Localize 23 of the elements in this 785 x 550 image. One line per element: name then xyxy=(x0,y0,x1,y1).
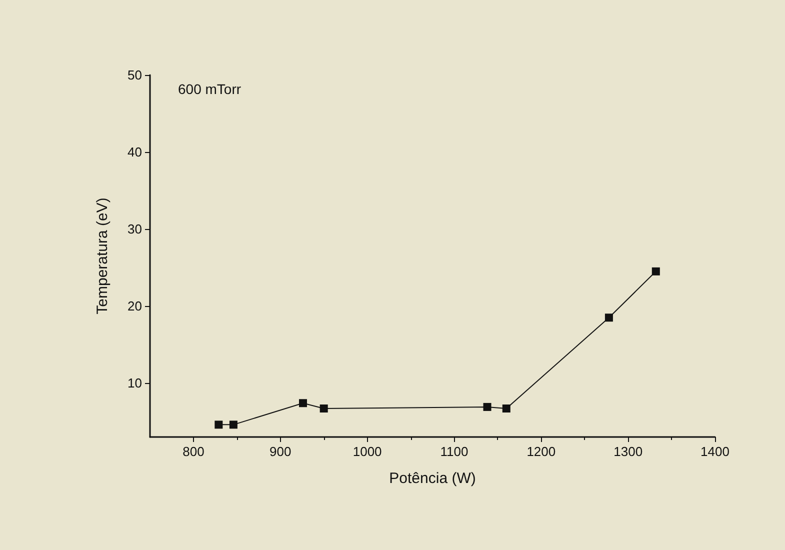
x-tick-label: 1000 xyxy=(352,444,382,459)
point xyxy=(502,404,510,412)
point xyxy=(604,314,613,322)
point xyxy=(483,402,492,411)
point xyxy=(229,420,238,429)
x-axis-title: Potência (W) xyxy=(389,470,476,487)
x-tick-label: 1100 xyxy=(440,444,468,459)
point xyxy=(298,399,307,408)
x-tick-label: 800 xyxy=(182,444,204,459)
x-tick-label: 900 xyxy=(270,444,292,459)
x-tick-label: 1200 xyxy=(526,444,556,459)
y-axis-title: Temperatura (eV) xyxy=(94,198,111,314)
x-tick-label: 1300 xyxy=(614,444,643,459)
y-tick-label: 10 xyxy=(128,376,142,391)
point xyxy=(320,404,328,412)
y-tick-label: 30 xyxy=(128,222,142,237)
point xyxy=(652,267,660,276)
annotation: 600 mTorr xyxy=(178,81,242,97)
y-tick-label: 50 xyxy=(128,68,142,82)
point xyxy=(214,420,223,429)
x-tick-label: 1400 xyxy=(700,444,730,459)
y-tick-label: 20 xyxy=(128,298,142,314)
y-tick-label: 40 xyxy=(128,144,142,160)
